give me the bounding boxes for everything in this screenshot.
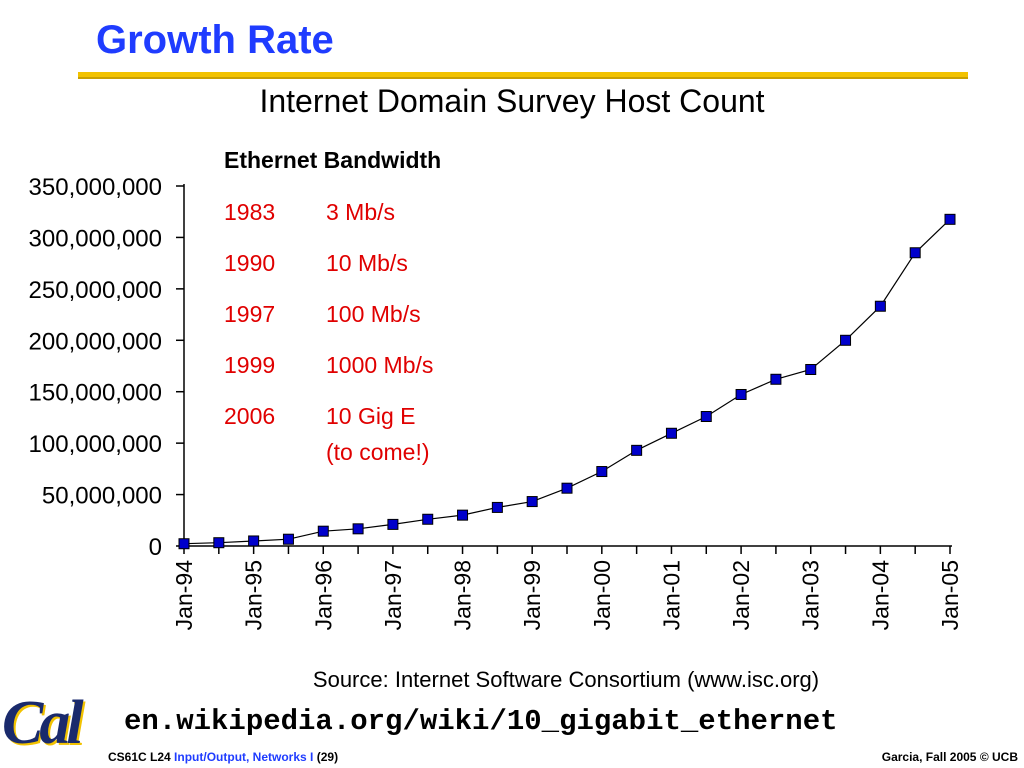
data-point	[317, 525, 329, 537]
y-axis-ticks: 0 50,000,000 100,000,000 150,000,000 200,000…	[29, 174, 184, 561]
annotation-year: 1990	[224, 250, 275, 276]
annotation-year: 1983	[224, 199, 275, 225]
y-tick-label: 0	[149, 534, 162, 561]
annotation-speed: 10 Gig E	[326, 403, 416, 429]
chart-source: Source: Internet Software Consortium (ww…	[313, 667, 819, 692]
data-point	[596, 466, 608, 478]
y-tick-label: 100,000,000	[29, 431, 162, 458]
data-point	[700, 411, 712, 423]
data-point	[387, 518, 399, 530]
data-point	[491, 501, 503, 513]
x-tick-label: Jan-97	[380, 560, 406, 630]
title-rule	[78, 72, 968, 77]
x-tick-label: Jan-04	[867, 560, 893, 631]
data-point	[457, 509, 469, 521]
data-point	[352, 523, 364, 535]
x-tick-label: Jan-94	[171, 560, 197, 631]
data-point	[213, 537, 225, 549]
bandwidth-annotation: Ethernet Bandwidth 1983 3 Mb/s 1990 10 M…	[224, 147, 441, 465]
x-tick-label: Jan-03	[798, 560, 824, 630]
x-tick-label: Jan-96	[310, 560, 336, 630]
footer-lecture: Input/Output, Networks I	[174, 750, 314, 764]
data-point	[665, 427, 677, 439]
data-point	[909, 247, 921, 259]
data-point	[770, 373, 782, 385]
data-point	[944, 213, 956, 225]
footer-credit: Garcia, Fall 2005 © UCB	[881, 750, 1018, 764]
y-tick-label: 50,000,000	[42, 483, 162, 510]
reference-url: en.wikipedia.org/wiki/10_gigabit_etherne…	[124, 705, 838, 738]
x-tick-label: Jan-05	[937, 560, 963, 630]
annotation-speed: 100 Mb/s	[326, 301, 421, 327]
annotation-speed: 10 Mb/s	[326, 250, 408, 276]
annotation-year: 2006	[224, 403, 275, 429]
data-point	[178, 538, 190, 550]
data-point	[874, 300, 886, 312]
footer-page: (29)	[316, 750, 339, 764]
y-tick-label: 200,000,000	[29, 328, 162, 355]
y-tick-label: 350,000,000	[29, 174, 162, 201]
x-axis-ticks: Jan-94 Jan-95 Jan-96 Jan-97 Jan-98 Jan-99 Jan-…	[171, 546, 963, 630]
chart-axes	[183, 184, 952, 547]
slide-title: Growth Rate	[96, 18, 334, 62]
data-point	[422, 513, 434, 525]
host-count-chart: Internet Domain Survey Host Count 0 50,00…	[29, 83, 963, 692]
x-tick-label: Jan-02	[728, 560, 754, 630]
y-tick-label: 150,000,000	[29, 380, 162, 407]
data-point	[561, 482, 573, 494]
x-tick-label: Jan-95	[241, 560, 267, 630]
data-point	[526, 496, 538, 508]
data-point	[282, 533, 294, 545]
host-count-series	[178, 213, 956, 550]
x-tick-label: Jan-01	[658, 560, 684, 630]
annotation-heading: Ethernet Bandwidth	[224, 147, 441, 173]
data-point	[631, 444, 643, 456]
data-point	[805, 363, 817, 375]
data-point	[248, 535, 260, 547]
chart-title: Internet Domain Survey Host Count	[259, 83, 764, 119]
data-point	[840, 334, 852, 346]
annotation-speed: 1000 Mb/s	[326, 352, 433, 378]
y-tick-label: 250,000,000	[29, 277, 162, 304]
annotation-year: 1999	[224, 352, 275, 378]
annotation-year: 1997	[224, 301, 275, 327]
footer-course-info: CS61C L24 Input/Output, Networks I (29)	[108, 750, 338, 764]
x-tick-label: Jan-98	[450, 560, 476, 630]
data-point	[735, 388, 747, 400]
y-tick-label: 300,000,000	[29, 225, 162, 252]
title-rule-shadow	[78, 77, 968, 79]
x-tick-label: Jan-00	[589, 560, 615, 630]
series-line	[183, 218, 951, 545]
annotation-speed: 3 Mb/s	[326, 199, 395, 225]
annotation-note: (to come!)	[326, 439, 430, 465]
footer-course: CS61C L24	[108, 750, 171, 764]
cal-logo: Cal	[2, 689, 84, 757]
x-tick-label: Jan-99	[519, 560, 545, 630]
